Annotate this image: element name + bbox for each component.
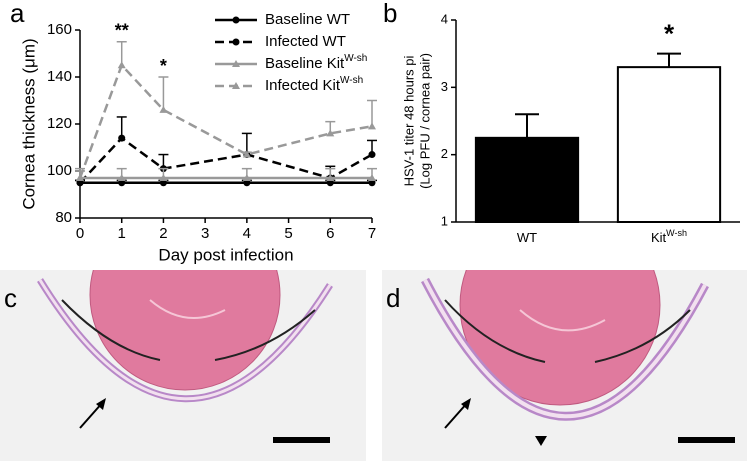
legend-superscript: W-sh [340,75,363,86]
x-tick-label: 6 [326,225,334,242]
y-tick-label: 100 [47,162,72,179]
point [368,122,376,130]
legend-text: Baseline WT [265,11,350,28]
point [159,105,168,113]
point [368,151,376,159]
bar [616,66,722,223]
x-tick-label: 1 [118,225,126,242]
legend-label: Baseline KitW-sh [265,53,367,72]
legend-marker [232,16,240,24]
x-tick-label: 3 [201,225,209,242]
legend-text: Infected Kit [265,77,341,94]
panel-label: c [4,283,17,313]
panel-label: b [383,0,397,28]
legend-text: Infected WT [265,33,346,50]
y-tick-label: 160 [47,21,72,38]
panel-label: d [386,283,400,313]
x-tick-label: KitW-sh [651,228,687,245]
x-axis-label: Day post infection [158,245,293,264]
category-superscript: W-sh [666,228,687,238]
series-line [78,62,373,179]
y-tick-label: 120 [47,115,72,132]
y-tick-label: 140 [47,68,72,85]
legend-marker [232,38,240,46]
legend-superscript: W-sh [344,53,367,64]
histology-image [382,270,747,461]
point [159,174,168,182]
y-axis-label: HSV-1 titer 48 hours pi [401,55,416,186]
series-line [79,136,373,184]
x-tick-label: 5 [284,225,292,242]
point [118,134,126,142]
panel-label: a [10,0,25,28]
x-tick-label: 4 [243,225,251,242]
y-tick-label: 4 [441,11,448,26]
category-text: Kit [651,230,667,245]
histology-image [0,270,366,461]
x-tick-label: 2 [159,225,167,242]
y-axis-label: (Log PFU / cornea pair) [417,53,432,189]
legend-label: Baseline WT [265,11,350,28]
x-tick-label: WT [517,230,537,245]
y-tick-label: 2 [441,146,448,161]
y-tick-label: 3 [441,79,448,94]
bar [474,136,580,223]
significance: * [160,56,167,76]
significance: ** [115,21,129,41]
x-tick-label: 0 [76,225,84,242]
point [326,129,335,137]
y-axis-label: Cornea thickness (μm) [19,38,38,209]
significance: * [664,19,675,49]
point [242,150,251,158]
point [368,174,376,182]
y-tick-label: 1 [441,213,448,228]
point [117,174,126,182]
point [326,174,335,182]
point [242,174,251,182]
legend-label: Infected KitW-sh [265,75,363,94]
point [76,174,84,182]
y-tick-label: 80 [55,209,72,226]
legend-marker [232,60,240,67]
point [117,61,126,69]
legend-text: Baseline Kit [265,55,345,72]
x-tick-label: 7 [368,225,376,242]
legend-marker [232,82,240,89]
legend-label: Infected WT [265,33,346,50]
category-text: WT [517,230,537,245]
